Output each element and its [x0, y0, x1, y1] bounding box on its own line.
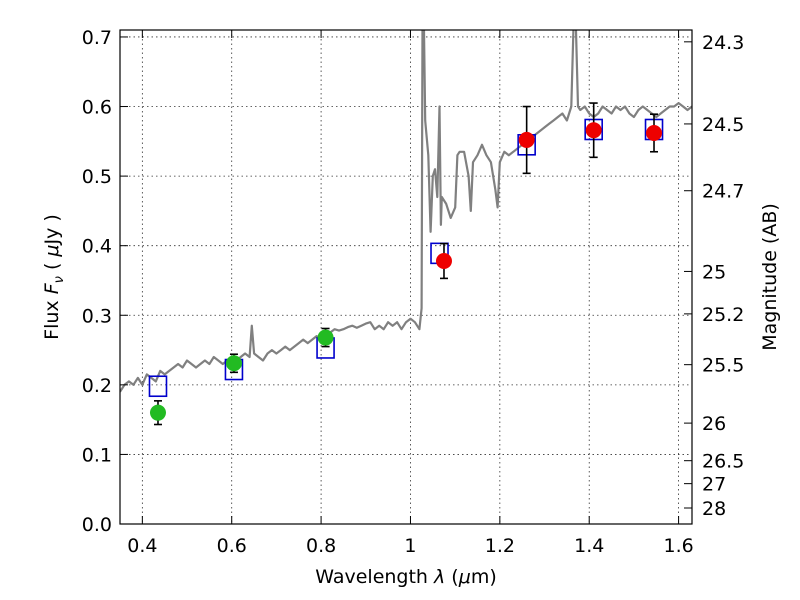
- mag-tick-label: 25.5: [702, 355, 744, 377]
- x-tick-label: 1: [404, 535, 416, 557]
- mag-tick-label: 27: [702, 474, 726, 496]
- observed-optical-point: [149, 404, 166, 421]
- y-tick-label: 0.2: [82, 375, 112, 397]
- x-tick-label: 0.6: [217, 535, 247, 557]
- grid: [120, 30, 692, 524]
- plot-area: [120, 30, 692, 426]
- y-tick-label: 0.6: [82, 97, 112, 119]
- x-tick-label: 1.2: [485, 535, 515, 557]
- observed-nir-point: [518, 131, 535, 148]
- observed-nir-point: [646, 124, 663, 141]
- mag-tick-label: 28: [702, 498, 726, 520]
- mag-tick-label: 25: [702, 261, 726, 283]
- axis-ticks: 0.4 0.6 0.8 1 1.2 1.4 1.6 0.0 0.1 0.2 0.3 0.4 0.5 0.6…: [82, 27, 745, 557]
- mag-tick-label: 25.2: [702, 304, 744, 326]
- x-tick-label: 1.4: [574, 535, 604, 557]
- x-tick-label: 1.6: [663, 535, 693, 557]
- mag-tick-label: 24.7: [702, 181, 744, 203]
- mag-tick-label: 24.3: [702, 32, 744, 54]
- y-tick-label: 0.4: [82, 236, 112, 258]
- plot-frame: [119, 29, 693, 525]
- y-tick-label: 0.5: [82, 166, 112, 188]
- observed-nir-point: [435, 252, 452, 269]
- y-axis-label: Flux Fν ( μJy ): [41, 214, 67, 340]
- x-tick-label: 0.8: [306, 535, 336, 557]
- observed-nir-point: [585, 122, 602, 139]
- x-axis-label: Wavelength λ (μm): [315, 566, 496, 588]
- model-flux-marker: [148, 375, 168, 398]
- observed-optical-point: [317, 329, 334, 346]
- right-axis-label: Magnitude (AB): [759, 203, 781, 351]
- y-tick-label: 0.1: [82, 444, 112, 466]
- mag-tick-label: 26.5: [702, 451, 744, 473]
- x-tick-label: 0.4: [127, 535, 157, 557]
- mag-tick-label: 24.5: [702, 114, 744, 136]
- y-tick-label: 0.3: [82, 305, 112, 327]
- mag-tick-label: 26: [702, 413, 726, 435]
- observed-optical-point: [225, 355, 242, 372]
- y-tick-label: 0.0: [82, 514, 112, 536]
- y-tick-label: 0.7: [82, 27, 112, 49]
